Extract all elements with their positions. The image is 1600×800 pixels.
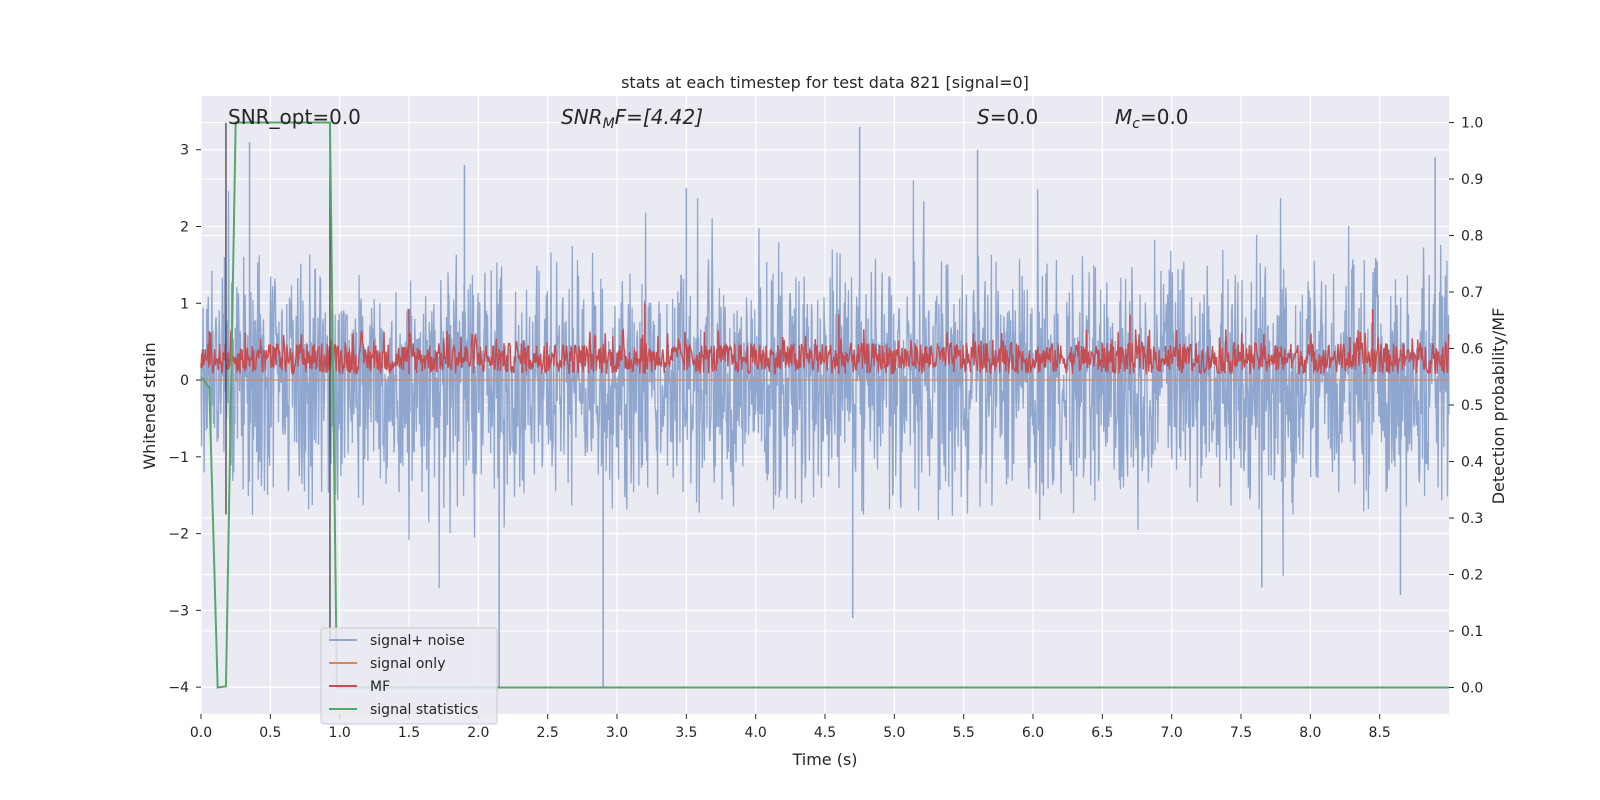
series-mf xyxy=(200,303,1450,377)
x-tick-label: 5.5 xyxy=(953,725,975,741)
x-tick-label: 8.0 xyxy=(1299,725,1321,741)
y-tick-label: 3 xyxy=(180,143,189,159)
x-tick-label: 3.0 xyxy=(606,725,628,741)
y2-tick-label: 0.0 xyxy=(1461,680,1483,696)
annotation-mc: Mc=0.0 xyxy=(1115,105,1189,132)
s-value: =0.0 xyxy=(990,105,1039,129)
x-axis: 0.0 0.5 1.0 1.5 2.0 2.5 3.0 3.5 4.0 4.5 5.0 5.5 6.0 6… xyxy=(190,714,1391,741)
y-tick-label: −1 xyxy=(168,450,189,466)
y2-tick-label: 0.5 xyxy=(1461,398,1483,414)
mc-value: =0.0 xyxy=(1140,105,1189,129)
snr-mf-rest: F=[4.42] xyxy=(615,105,703,129)
x-tick-label: 4.5 xyxy=(814,725,836,741)
x-tick-label: 2.5 xyxy=(537,725,559,741)
y-tick-label: −4 xyxy=(168,680,189,696)
x-axis-label: Time (s) xyxy=(791,750,857,769)
y-tick-label: −3 xyxy=(168,603,189,619)
chart-title: stats at each timestep for test data 821… xyxy=(621,73,1029,92)
event-markers xyxy=(225,122,331,642)
x-tick-label: 4.0 xyxy=(745,725,767,741)
snr-mf-sub: M xyxy=(603,116,615,132)
x-tick-label: 7.5 xyxy=(1230,725,1252,741)
y2-tick-label: 0.3 xyxy=(1461,511,1483,527)
mc-sub: c xyxy=(1132,116,1140,132)
x-tick-label: 1.0 xyxy=(329,725,351,741)
annotation-snr-mf: SNRMF=[4.42] xyxy=(561,105,703,132)
y-axis-left: 3 2 1 0 −1 −2 −3 −4 xyxy=(168,143,201,696)
snr-mf-name: SNR xyxy=(561,105,603,129)
y-tick-label: 1 xyxy=(180,296,189,312)
line-signal-noise xyxy=(200,180,1450,589)
x-tick-label: 0.5 xyxy=(259,725,281,741)
y2-tick-label: 0.8 xyxy=(1461,229,1483,245)
x-tick-label: 1.5 xyxy=(398,725,420,741)
y2-tick-label: 0.6 xyxy=(1461,342,1483,358)
y-tick-label: 0 xyxy=(180,373,189,389)
y2-axis-label: Detection probability/MF xyxy=(1489,308,1508,505)
y-tick-label: 2 xyxy=(180,220,189,236)
s-name: S xyxy=(977,105,990,129)
y-axis-label: Whitened strain xyxy=(140,342,159,469)
mc-name: M xyxy=(1115,105,1132,129)
y2-tick-label: 1.0 xyxy=(1461,116,1483,132)
x-tick-label: 8.5 xyxy=(1369,725,1391,741)
x-tick-label: 7.0 xyxy=(1161,725,1183,741)
x-tick-label: 2.0 xyxy=(467,725,489,741)
legend-label-stats: signal statistics xyxy=(370,702,478,718)
y2-tick-label: 0.2 xyxy=(1461,567,1483,583)
x-tick-label: 5.0 xyxy=(883,725,905,741)
annotation-snr-opt: SNR_opt=0.0 xyxy=(228,105,361,129)
x-tick-label: 0.0 xyxy=(190,725,212,741)
y2-tick-label: 0.4 xyxy=(1461,454,1483,470)
y2-tick-label: 0.7 xyxy=(1461,285,1483,301)
x-tick-label: 6.0 xyxy=(1022,725,1044,741)
legend-label-signal: signal only xyxy=(370,656,445,672)
legend-box xyxy=(320,627,498,725)
legend: signal+ noise signal only MF signal stat… xyxy=(320,627,498,725)
x-tick-label: 3.5 xyxy=(675,725,697,741)
annotation-s: S=0.0 xyxy=(977,105,1038,129)
y2-tick-label: 0.1 xyxy=(1461,624,1483,640)
y-axis-right: 1.0 0.9 0.8 0.7 0.6 0.5 0.4 0.3 0.2 0.1 0.0 xyxy=(1449,116,1483,696)
legend-label-noise: signal+ noise xyxy=(370,633,465,649)
legend-label-mf: MF xyxy=(370,679,390,695)
y-tick-label: −2 xyxy=(168,527,189,543)
x-tick-label: 6.5 xyxy=(1091,725,1113,741)
series-signal-noise xyxy=(200,126,1450,688)
y2-tick-label: 0.9 xyxy=(1461,172,1483,188)
